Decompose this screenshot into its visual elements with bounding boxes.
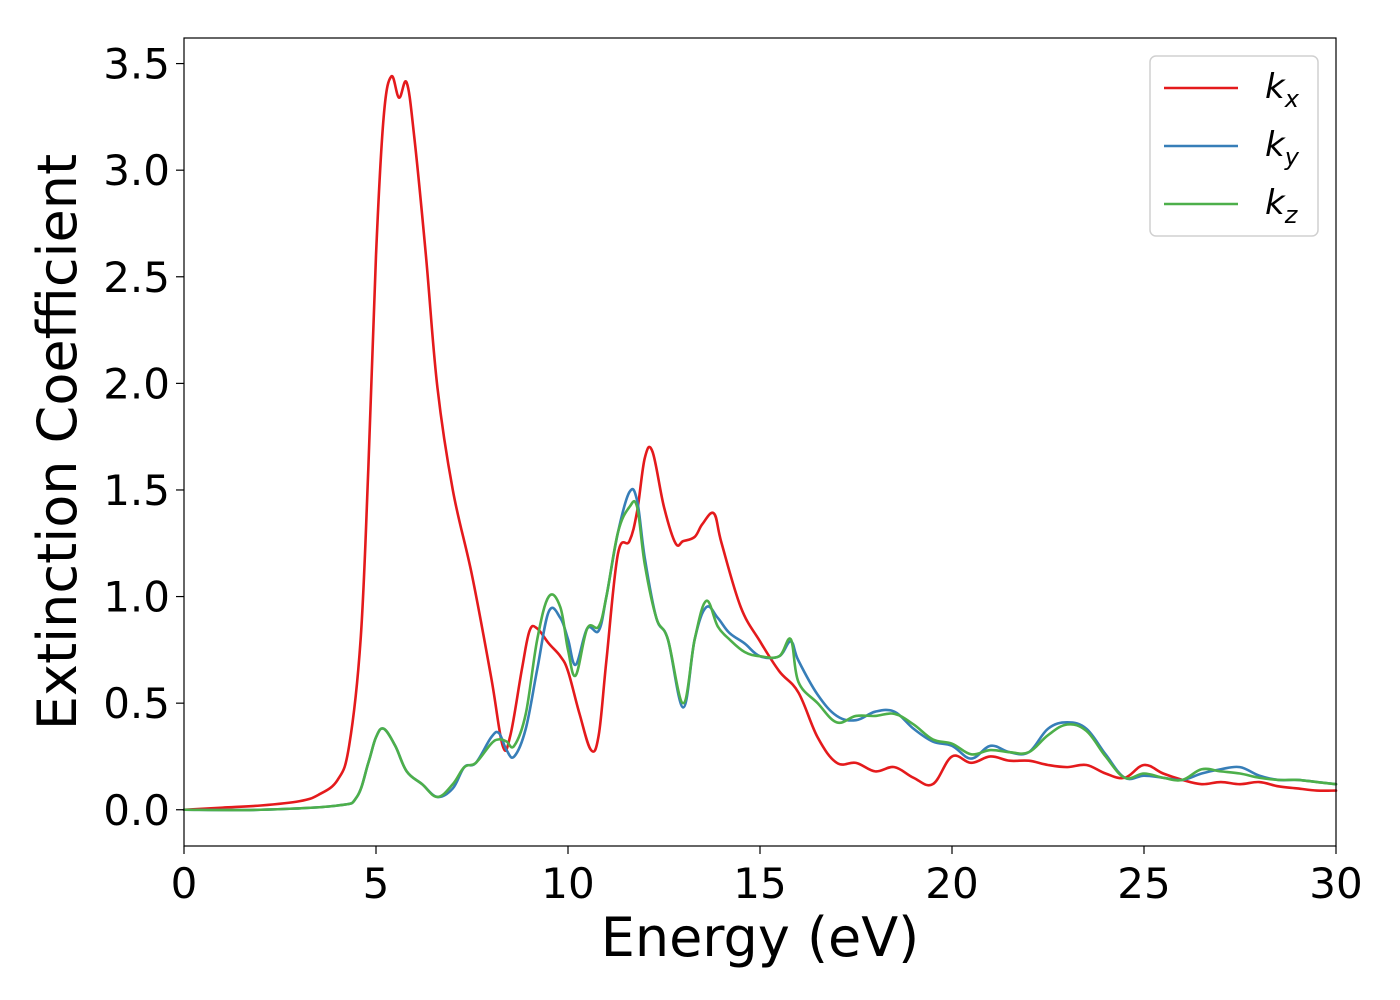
legend-entries: kx ky kz bbox=[1164, 67, 1300, 229]
x-tick-label: 5 bbox=[363, 859, 390, 908]
y-tick-label: 0.5 bbox=[103, 679, 170, 728]
y-tick-label: 0.0 bbox=[103, 786, 170, 835]
x-tick-label: 20 bbox=[925, 859, 978, 908]
x-axis-title: Energy (eV) bbox=[601, 906, 920, 969]
x-tick-label: 15 bbox=[733, 859, 786, 908]
series-line-x bbox=[182, 74, 1338, 812]
x-tick-label: 25 bbox=[1117, 859, 1170, 908]
y-axis-ticks: 0.0 0.5 1.0 1.5 2.0 2.5 3.0 3.5 bbox=[103, 40, 184, 835]
y-axis-title: Extinction Coefficient bbox=[26, 154, 89, 730]
y-tick-label: 3.0 bbox=[103, 146, 170, 195]
legend-label-x: kx bbox=[1265, 67, 1300, 113]
y-tick-label: 2.5 bbox=[103, 253, 170, 302]
legend-label-z: kz bbox=[1265, 183, 1299, 229]
series-layer bbox=[182, 74, 1338, 812]
x-tick-label: 10 bbox=[541, 859, 594, 908]
y-tick-label: 1.5 bbox=[103, 466, 170, 515]
y-tick-label: 2.0 bbox=[103, 359, 170, 408]
legend-label-y: ky bbox=[1265, 125, 1300, 171]
y-tick-label: 3.5 bbox=[103, 40, 170, 89]
x-tick-label: 30 bbox=[1309, 859, 1362, 908]
series-line-z bbox=[182, 499, 1338, 812]
legend: kx ky kz bbox=[1149, 55, 1319, 237]
plot-background bbox=[184, 38, 1336, 846]
x-axis-ticks: 0 5 10 15 20 25 30 bbox=[171, 846, 1363, 908]
x-tick-label: 0 bbox=[171, 859, 198, 908]
y-tick-label: 1.0 bbox=[103, 573, 170, 622]
